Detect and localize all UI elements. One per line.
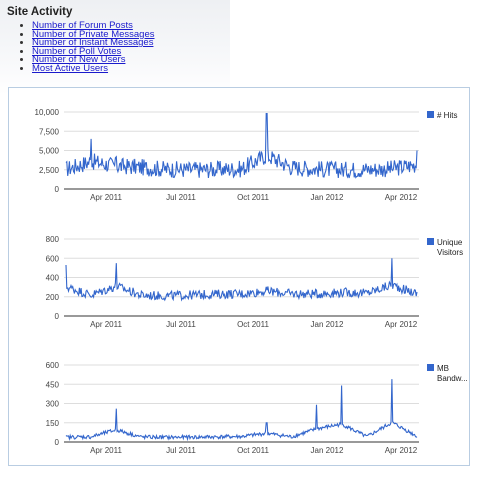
- legend-label: MB: [437, 364, 449, 373]
- x-tick-label: Apr 2012: [385, 320, 418, 329]
- charts-panel: 10,000 7,500 5,000 2,500 0 Apr 2011 Jul 2011 Oc…: [8, 87, 470, 466]
- legend-swatch: [427, 238, 434, 245]
- legend-swatch: [427, 364, 434, 371]
- list-item: Number of Instant Messages: [32, 37, 155, 49]
- x-tick-label: Jan 2012: [311, 446, 344, 455]
- link-private-messages[interactable]: Number of Private Messages: [32, 28, 155, 40]
- y-tick-label: 0: [55, 312, 60, 321]
- y-tick-label: 150: [46, 419, 60, 428]
- y-tick-label: 200: [46, 293, 60, 302]
- x-tick-label: Oct 2011: [237, 320, 269, 329]
- list-item: Number of Private Messages: [32, 28, 155, 40]
- x-tick-label: Jul 2011: [166, 193, 196, 202]
- x-tick-label: Jul 2011: [166, 320, 196, 329]
- legend-label: Visitors: [437, 248, 463, 257]
- y-tick-label: 10,000: [35, 108, 60, 117]
- x-tick-label: Oct 2011: [237, 193, 269, 202]
- x-tick-label: Apr 2011: [90, 193, 122, 202]
- legend-label: Bandw...: [437, 374, 468, 383]
- link-forum-posts[interactable]: Number of Forum Posts: [32, 20, 133, 31]
- y-tick-label: 5,000: [39, 147, 60, 156]
- y-tick-label: 400: [46, 274, 60, 283]
- x-tick-label: Apr 2012: [385, 193, 418, 202]
- activity-links-list: Number of Forum Posts Number of Private …: [10, 20, 155, 74]
- list-item: Number of Poll Votes: [32, 45, 155, 57]
- x-tick-label: Jan 2012: [311, 193, 344, 202]
- y-tick-label: 800: [46, 235, 60, 244]
- link-new-users[interactable]: Number of New Users: [32, 54, 126, 66]
- x-tick-label: Apr 2011: [90, 446, 122, 455]
- y-tick-label: 0: [55, 438, 60, 447]
- y-tick-label: 2,500: [39, 166, 60, 175]
- link-poll-votes[interactable]: Number of Poll Votes: [32, 45, 122, 57]
- x-tick-label: Oct 2011: [237, 446, 269, 455]
- x-tick-label: Jan 2012: [311, 320, 344, 329]
- link-instant-messages[interactable]: Number of Instant Messages: [32, 37, 154, 49]
- y-tick-label: 300: [46, 400, 60, 409]
- x-tick-label: Apr 2012: [385, 446, 418, 455]
- page-title: Site Activity: [7, 6, 73, 18]
- x-tick-label: Jul 2011: [166, 446, 196, 455]
- list-item: Number of Forum Posts: [32, 20, 155, 31]
- series-line: [65, 258, 418, 302]
- legend-label: # Hits: [437, 111, 457, 120]
- series-line: [65, 379, 418, 442]
- y-tick-label: 7,500: [39, 127, 60, 136]
- list-item: Number of New Users: [32, 54, 155, 66]
- charts-svg: 10,000 7,500 5,000 2,500 0 Apr 2011 Jul 2011 Oc…: [35, 108, 468, 455]
- header-background: [0, 0, 230, 95]
- y-tick-label: 600: [46, 254, 60, 263]
- y-tick-label: 600: [46, 361, 60, 370]
- link-most-active-users[interactable]: Most Active Users: [32, 62, 109, 74]
- legend-swatch: [427, 111, 434, 118]
- legend-label: Unique: [437, 238, 463, 247]
- y-tick-label: 450: [46, 380, 60, 389]
- list-item: Most Active Users: [32, 62, 155, 74]
- series-line: [65, 112, 418, 179]
- x-tick-label: Apr 2011: [90, 320, 122, 329]
- y-tick-label: 0: [55, 185, 60, 194]
